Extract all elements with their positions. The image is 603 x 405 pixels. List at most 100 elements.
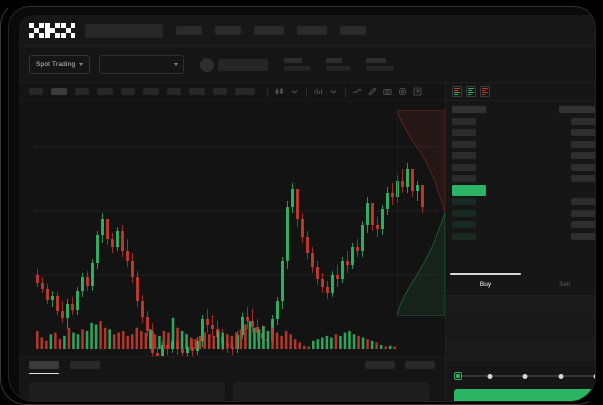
fullscreen-icon[interactable] xyxy=(413,87,422,96)
timeframe-button-6[interactable] xyxy=(167,88,181,95)
price-chart-pane[interactable] xyxy=(19,101,445,356)
orderbook-price xyxy=(452,163,476,171)
indicators-icon[interactable] xyxy=(314,87,323,96)
timeframe-button-1[interactable] xyxy=(51,88,67,95)
slider-stop-50[interactable] xyxy=(522,373,528,379)
market-stat-1 xyxy=(326,58,351,71)
toolbar-divider xyxy=(267,86,268,97)
bottom-tab-list xyxy=(29,361,111,374)
orderbook-size xyxy=(571,117,595,125)
bottom-card-1[interactable] xyxy=(233,382,429,401)
timeframe-button-3[interactable] xyxy=(97,88,113,95)
orderbook-price xyxy=(452,232,476,240)
buy-sell-tab-group: Buy Sell xyxy=(446,273,595,296)
order-price-field[interactable] xyxy=(446,296,595,318)
orderbook-size xyxy=(571,152,595,159)
timeframe-button-4[interactable] xyxy=(121,88,135,95)
orderbook-row[interactable] xyxy=(452,163,595,172)
timeframe-button-8[interactable] xyxy=(213,88,227,95)
orderbook-price xyxy=(452,209,476,217)
timeframe-button-0[interactable] xyxy=(29,88,43,95)
chevron-down-icon[interactable] xyxy=(329,87,338,96)
place-buy-order-button[interactable] xyxy=(454,389,595,401)
bottom-action-0[interactable] xyxy=(365,361,395,369)
orderbook-size xyxy=(571,209,595,217)
orderbook-size xyxy=(571,198,595,205)
timeframe-selector xyxy=(29,88,263,95)
orderbook-size xyxy=(571,232,595,240)
orderbook-price xyxy=(452,106,486,113)
line-wave-icon[interactable] xyxy=(353,87,362,96)
orderbook-price xyxy=(452,129,476,136)
trading-mode-label: Spot Trading xyxy=(36,61,76,68)
market-stat-0 xyxy=(284,58,311,71)
nav-item-4[interactable] xyxy=(340,26,366,35)
tab-buy[interactable]: Buy xyxy=(446,273,525,295)
slider-track[interactable] xyxy=(454,371,595,380)
orderbook-depth-chart xyxy=(397,110,445,316)
orderbook-row[interactable] xyxy=(452,197,595,206)
bottom-card-list xyxy=(19,373,445,401)
orderbook-and-order-form: Buy Sell xyxy=(445,83,595,401)
orderbook-row[interactable] xyxy=(452,184,595,196)
orderbook-buy-icon[interactable] xyxy=(466,86,476,97)
stat-label xyxy=(284,58,303,63)
nav-item-0[interactable] xyxy=(176,26,202,35)
timeframe-button-7[interactable] xyxy=(189,88,205,95)
order-amount-field[interactable] xyxy=(446,318,595,340)
percent-amount-slider[interactable] xyxy=(446,368,595,384)
bottom-action-1[interactable] xyxy=(405,361,435,369)
slider-stop-100[interactable] xyxy=(593,373,595,379)
device-frame: Spot Trading xyxy=(8,6,596,402)
orderbook-size xyxy=(571,175,595,182)
orderbook-row[interactable] xyxy=(452,209,595,218)
orderbook-row[interactable] xyxy=(452,220,595,229)
timeframe-button-5[interactable] xyxy=(143,88,159,95)
orderbook-size xyxy=(571,163,595,171)
orderbook-row[interactable] xyxy=(452,140,595,149)
camera-icon[interactable] xyxy=(383,87,392,96)
stat-label xyxy=(366,58,387,63)
pencil-icon[interactable] xyxy=(368,87,377,96)
settings-gear-icon[interactable] xyxy=(398,87,407,96)
chevron-down-icon xyxy=(174,63,179,66)
orderbook-sell-icon[interactable] xyxy=(480,86,490,97)
bottom-card-0[interactable] xyxy=(29,382,225,401)
global-search-input[interactable] xyxy=(85,23,163,38)
okx-logo[interactable] xyxy=(29,23,75,38)
orderbook-display-modes xyxy=(446,83,595,101)
slider-stop-75[interactable] xyxy=(558,373,563,379)
orderbook-row[interactable] xyxy=(452,128,595,137)
orderbook-row[interactable] xyxy=(452,117,595,126)
orderbook-row[interactable] xyxy=(452,174,595,183)
orderbook-row[interactable] xyxy=(452,232,595,241)
orderbook-both-icon[interactable] xyxy=(452,86,462,97)
bottom-tab-0[interactable] xyxy=(29,361,59,374)
timeframe-button-2[interactable] xyxy=(75,88,89,95)
order-total-field[interactable] xyxy=(446,340,595,362)
bottom-actions xyxy=(355,361,435,369)
orderbook-rows[interactable] xyxy=(446,101,595,241)
trading-mode-dropdown[interactable]: Spot Trading xyxy=(29,55,91,74)
nav-item-2[interactable] xyxy=(254,26,284,35)
nav-item-3[interactable] xyxy=(297,26,327,35)
timeframe-button-9[interactable] xyxy=(235,88,255,95)
orders-positions-panel xyxy=(19,356,445,401)
orderbook-price xyxy=(452,140,476,148)
slider-stop-25[interactable] xyxy=(487,373,492,379)
chevron-down-icon[interactable] xyxy=(290,87,299,96)
slider-handle[interactable] xyxy=(454,371,462,380)
stat-value xyxy=(284,66,311,71)
tab-sell-label: Sell xyxy=(559,281,570,288)
candlestick-chart-icon[interactable] xyxy=(275,87,284,96)
bottom-tab-1[interactable] xyxy=(70,361,100,369)
pair-search-dropdown[interactable] xyxy=(99,55,185,74)
orderbook-row[interactable] xyxy=(452,151,595,160)
tab-sell[interactable]: Sell xyxy=(525,274,595,295)
orderbook-row[interactable] xyxy=(452,105,595,114)
nav-item-1[interactable] xyxy=(215,26,241,35)
chevron-down-icon xyxy=(79,63,84,66)
bottom-tab-bar xyxy=(19,357,445,374)
orderbook-price xyxy=(452,117,476,125)
